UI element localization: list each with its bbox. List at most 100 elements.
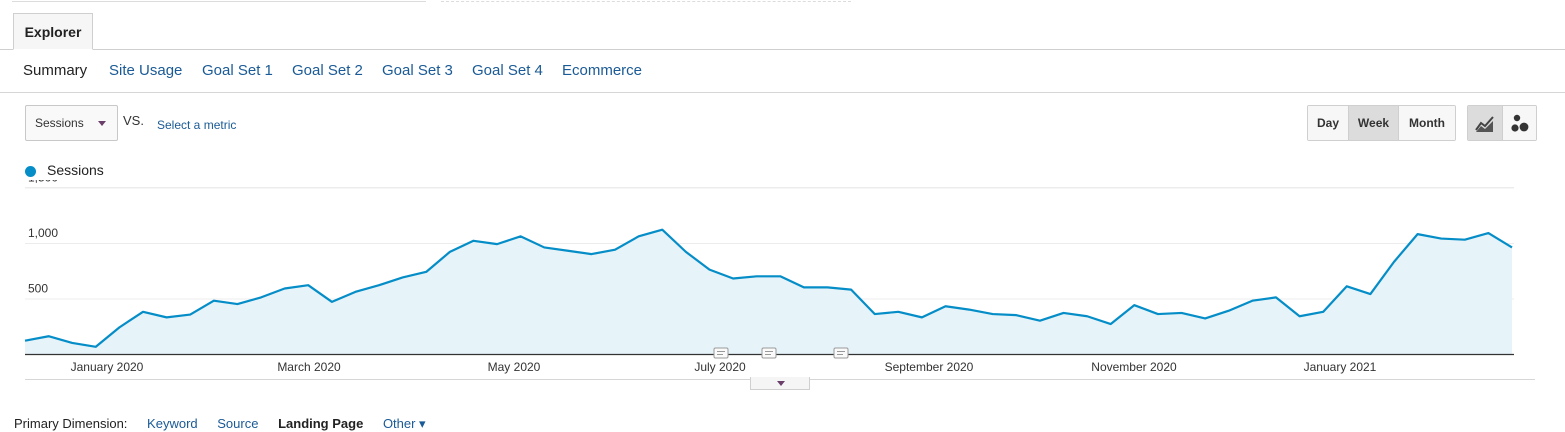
data-point[interactable] bbox=[660, 228, 664, 232]
top-dashed-edge bbox=[441, 0, 851, 2]
data-point[interactable] bbox=[920, 315, 924, 319]
annotation-icon[interactable] bbox=[833, 347, 849, 359]
caret-down-icon bbox=[98, 121, 106, 126]
subtab-goal-set-4[interactable]: Goal Set 4 bbox=[472, 62, 543, 79]
data-point[interactable] bbox=[47, 334, 51, 338]
granularity-toggle: Day Week Month bbox=[1307, 105, 1456, 141]
data-point[interactable] bbox=[1038, 319, 1042, 323]
data-point[interactable] bbox=[731, 277, 735, 281]
data-point[interactable] bbox=[1439, 237, 1443, 241]
y-tick-label: 500 bbox=[28, 282, 48, 296]
data-point[interactable] bbox=[1510, 245, 1514, 249]
motion-chart-button[interactable] bbox=[1503, 106, 1536, 140]
week-button[interactable]: Week bbox=[1349, 106, 1399, 140]
data-point[interactable] bbox=[424, 270, 428, 274]
data-point[interactable] bbox=[1463, 238, 1467, 242]
data-point[interactable] bbox=[684, 250, 688, 254]
data-point[interactable] bbox=[141, 310, 145, 314]
chart-type-toggle bbox=[1467, 105, 1537, 141]
data-point[interactable] bbox=[1250, 299, 1254, 303]
select-metric-link[interactable]: Select a metric bbox=[157, 118, 237, 132]
data-point[interactable] bbox=[967, 308, 971, 312]
data-point[interactable] bbox=[23, 339, 27, 343]
data-point[interactable] bbox=[1298, 314, 1302, 318]
data-point[interactable] bbox=[495, 242, 499, 246]
subtab-goal-set-2[interactable]: Goal Set 2 bbox=[292, 62, 363, 79]
data-point[interactable] bbox=[944, 304, 948, 308]
data-point[interactable] bbox=[637, 234, 641, 238]
data-point[interactable] bbox=[566, 249, 570, 253]
data-point[interactable] bbox=[1368, 292, 1372, 296]
data-point[interactable] bbox=[519, 234, 523, 238]
annotation-icon[interactable] bbox=[713, 347, 729, 359]
data-point[interactable] bbox=[401, 275, 405, 279]
tab-explorer[interactable]: Explorer bbox=[13, 13, 93, 50]
data-point[interactable] bbox=[1392, 260, 1396, 264]
month-button[interactable]: Month bbox=[1399, 106, 1455, 140]
data-point[interactable] bbox=[707, 268, 711, 272]
data-point[interactable] bbox=[1156, 312, 1160, 316]
data-point[interactable] bbox=[1321, 310, 1325, 314]
data-point[interactable] bbox=[896, 310, 900, 314]
data-point[interactable] bbox=[1345, 284, 1349, 288]
data-point[interactable] bbox=[330, 300, 334, 304]
data-point[interactable] bbox=[1180, 311, 1184, 315]
x-tick-label: May 2020 bbox=[488, 360, 541, 374]
data-point[interactable] bbox=[283, 287, 287, 291]
data-point[interactable] bbox=[613, 248, 617, 252]
data-point[interactable] bbox=[94, 345, 98, 349]
chart-svg[interactable]: 1,500 1,000 500 January 2020 March 2020 May 2… bbox=[0, 171, 1565, 390]
data-point[interactable] bbox=[1014, 313, 1018, 317]
data-point[interactable] bbox=[306, 283, 310, 287]
data-point[interactable] bbox=[755, 274, 759, 278]
day-button[interactable]: Day bbox=[1308, 106, 1349, 140]
data-point[interactable] bbox=[1085, 314, 1089, 318]
data-point[interactable] bbox=[259, 295, 263, 299]
x-tick-label: March 2020 bbox=[277, 360, 341, 374]
data-point[interactable] bbox=[802, 285, 806, 289]
x-tick-label: November 2020 bbox=[1091, 360, 1177, 374]
line-chart-button[interactable] bbox=[1468, 106, 1503, 140]
annotation-icon[interactable] bbox=[761, 347, 777, 359]
data-point[interactable] bbox=[165, 315, 169, 319]
primary-dimension-bar: Primary Dimension: Keyword Source Landin… bbox=[14, 416, 442, 432]
data-point[interactable] bbox=[991, 312, 995, 316]
data-point[interactable] bbox=[1486, 231, 1490, 235]
subtabs-bar: Summary Site Usage Goal Set 1 Goal Set 2… bbox=[0, 50, 1565, 93]
subtab-site-usage[interactable]: Site Usage bbox=[109, 62, 183, 79]
metric-select-value: Sessions bbox=[35, 116, 84, 130]
data-point[interactable] bbox=[235, 302, 239, 306]
legend-label: Sessions bbox=[47, 162, 104, 178]
data-point[interactable] bbox=[471, 239, 475, 243]
top-input-edge bbox=[12, 0, 426, 2]
data-point[interactable] bbox=[1132, 303, 1136, 307]
data-point[interactable] bbox=[778, 274, 782, 278]
data-point[interactable] bbox=[377, 283, 381, 287]
metric-select[interactable]: Sessions bbox=[25, 105, 118, 141]
data-point[interactable] bbox=[353, 290, 357, 294]
data-point[interactable] bbox=[1109, 322, 1113, 326]
data-point[interactable] bbox=[1416, 232, 1420, 236]
data-point[interactable] bbox=[117, 325, 121, 329]
subtab-goal-set-3[interactable]: Goal Set 3 bbox=[382, 62, 453, 79]
data-point[interactable] bbox=[849, 288, 853, 292]
data-point[interactable] bbox=[188, 313, 192, 317]
data-point[interactable] bbox=[589, 252, 593, 256]
data-point[interactable] bbox=[826, 285, 830, 289]
sessions-chart: 1,500 1,000 500 January 2020 March 2020 May 2… bbox=[0, 171, 1565, 390]
data-point[interactable] bbox=[212, 299, 216, 303]
data-point[interactable] bbox=[1062, 311, 1066, 315]
data-point[interactable] bbox=[70, 341, 74, 345]
data-point[interactable] bbox=[542, 245, 546, 249]
data-point[interactable] bbox=[1203, 316, 1207, 320]
subtab-goal-set-1[interactable]: Goal Set 1 bbox=[202, 62, 273, 79]
explorer-tabbar: Explorer bbox=[0, 13, 1565, 50]
legend-dot bbox=[25, 166, 36, 177]
data-point[interactable] bbox=[1274, 295, 1278, 299]
data-point[interactable] bbox=[1227, 309, 1231, 313]
data-point[interactable] bbox=[448, 250, 452, 254]
chart-expander-button[interactable] bbox=[750, 377, 810, 390]
subtab-ecommerce[interactable]: Ecommerce bbox=[562, 62, 643, 79]
data-point[interactable] bbox=[873, 312, 877, 316]
subtab-summary[interactable]: Summary bbox=[23, 62, 88, 79]
